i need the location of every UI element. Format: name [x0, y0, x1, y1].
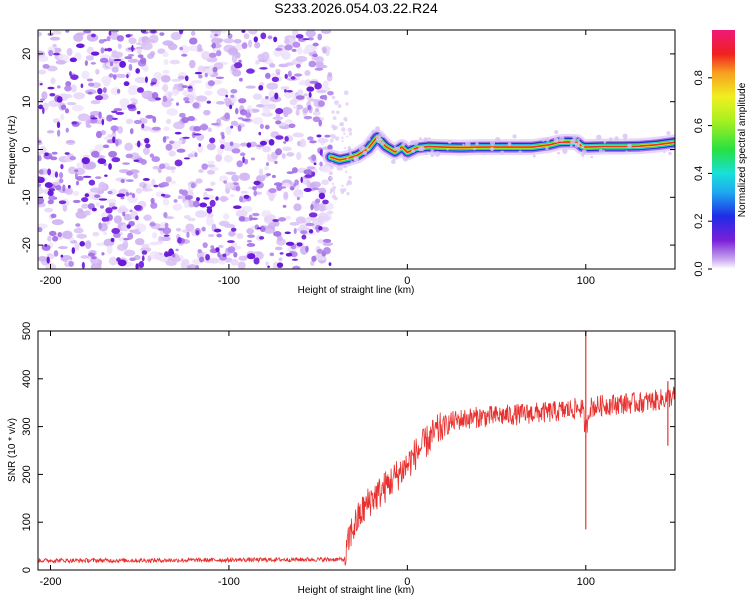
snr-spikes [585, 331, 669, 530]
snr-plot-area [38, 331, 675, 570]
colorbar-tick-label: 0.2 [693, 214, 705, 229]
snr-y-tick-label: 200 [21, 465, 33, 483]
spectrogram-x-tick-label: 0 [404, 275, 410, 287]
signal-trace-band [329, 136, 675, 161]
snr-y-tick-label: 400 [21, 370, 33, 388]
spectrogram-noise-region [38, 30, 353, 269]
spectrogram-x-tick-label: -200 [39, 275, 61, 287]
snr-x-tick-label: -200 [39, 576, 61, 588]
colorbar-tick-label: 0.6 [693, 118, 705, 133]
spectrogram-x-tick-label: 100 [577, 275, 595, 287]
snr-x-label: Height of straight line (km) [298, 585, 415, 596]
snr-x-tick-label: -100 [218, 576, 240, 588]
spectrogram-y-tick-label: 0 [21, 146, 33, 152]
snr-y-tick-label: 300 [21, 417, 33, 435]
colorbar-gradient [712, 30, 735, 269]
spectrogram-signal-trace [322, 126, 675, 169]
spectrogram-y-ticks: -20 -10 0 10 20 [21, 48, 675, 253]
snr-y-tick-label: 500 [21, 322, 33, 340]
colorbar-label: Normalized spectral amplitude [737, 82, 748, 217]
spectrogram-y-tick-label: -10 [21, 189, 33, 205]
snr-y-ticks: 0 100 200 300 400 500 [21, 322, 675, 573]
colorbar: 0.0 0.2 0.4 0.6 0.8 Normalized spectral ampl… [693, 30, 748, 277]
snr-y-label: SNR (10 * v/v) [7, 418, 18, 482]
snr-panel: -200 -100 0 100 0 100 200 300 400 500 Height of … [7, 322, 676, 596]
snr-y-tick-label: 0 [21, 567, 33, 573]
colorbar-tick-label: 0.0 [693, 261, 705, 276]
spectrogram-y-tick-label: -20 [21, 237, 33, 253]
snr-x-tick-label: 100 [577, 576, 595, 588]
spectrogram-x-tick-label: -100 [218, 275, 240, 287]
signal-trace-edge [330, 132, 675, 157]
spectrogram-y-tick-label: 20 [21, 48, 33, 60]
colorbar-tick-label: 0.8 [693, 70, 705, 85]
colorbar-ticks: 0.0 0.2 0.4 0.6 0.8 [693, 70, 712, 277]
chart-title: S233.2026.054.03.22.R24 [274, 0, 438, 16]
snr-series-line [38, 386, 675, 566]
colorbar-tick-label: 0.4 [693, 166, 705, 181]
snr-x-tick-label: 0 [404, 576, 410, 588]
spectrogram-y-label: Frequency (Hz) [7, 116, 18, 185]
spectrogram-plot-area [38, 30, 675, 269]
snr-x-ticks: -200 -100 0 100 [39, 331, 595, 588]
spectrogram-x-label: Height of straight line (km) [298, 285, 415, 296]
snr-y-tick-label: 100 [21, 513, 33, 531]
snr-frame [37, 330, 676, 571]
spectrogram-y-tick-label: 10 [21, 96, 33, 108]
spectrogram-x-ticks: -200 -100 0 100 [39, 30, 595, 287]
